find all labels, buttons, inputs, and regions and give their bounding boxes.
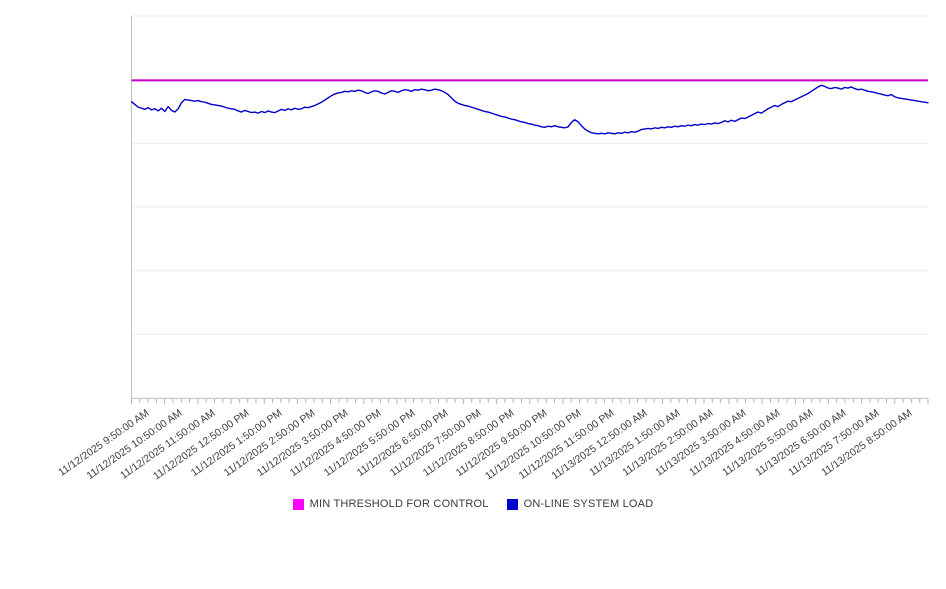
series-line-on-line-system-load: [130, 84, 929, 135]
legend-swatch-icon: [506, 498, 518, 510]
chart-plot-area: [130, 15, 929, 404]
line-chart: 11/12/2025 9:50:00 AM 11/12/2025 10:50:00…: [0, 15, 946, 514]
chart-legend: MIN THRESHOLD FOR CONTROL ON-LINE SYSTEM …: [0, 494, 946, 514]
legend-swatch-icon: [292, 498, 304, 510]
x-tick-group: [131, 399, 929, 404]
legend-entry[interactable]: MIN THRESHOLD FOR CONTROL: [292, 498, 489, 510]
legend-entry[interactable]: ON-LINE SYSTEM LOAD: [506, 498, 654, 510]
legend-label: MIN THRESHOLD FOR CONTROL: [309, 498, 489, 510]
legend-label: ON-LINE SYSTEM LOAD: [523, 498, 654, 510]
gridline-group: [131, 15, 928, 399]
